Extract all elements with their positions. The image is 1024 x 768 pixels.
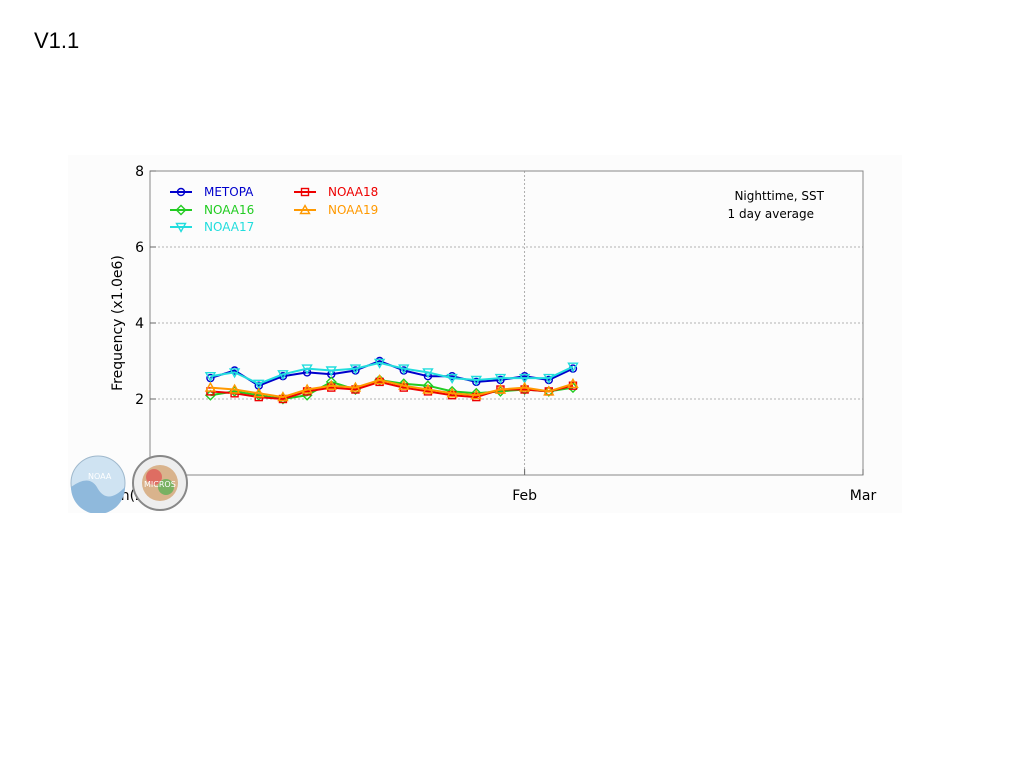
data-point (349, 364, 362, 375)
y-tick-label: 2 (135, 392, 144, 408)
legend-item-noaa17: NOAA17 (170, 220, 254, 234)
data-point (373, 374, 386, 385)
slide-title: V1.1 (34, 28, 80, 53)
data-point (204, 381, 217, 392)
legend-marker (300, 187, 310, 197)
data-point (301, 383, 313, 394)
legend-item-noaa19: NOAA19 (294, 203, 378, 217)
data-point (494, 373, 507, 385)
series-noaa19 (204, 374, 579, 402)
data-point (373, 358, 386, 369)
x-tick-label: Mar (850, 488, 877, 504)
y-axis-label: Frequency (x1.0e6) (110, 255, 126, 391)
data-point (228, 368, 241, 379)
legend-marker (176, 187, 186, 197)
legend-label: NOAA18 (328, 185, 378, 199)
svg-text:NOAA: NOAA (88, 472, 112, 481)
annotation-line-1: Nighttime, SST (734, 189, 824, 203)
series-noaa17 (204, 358, 579, 390)
data-point (228, 383, 241, 394)
data-point (567, 362, 579, 373)
legend-label: NOAA16 (204, 203, 254, 217)
legend-label: NOAA17 (204, 220, 254, 234)
data-point (543, 373, 555, 385)
data-point (518, 381, 531, 392)
y-tick-label: 6 (135, 240, 144, 256)
legend-item-metopa: METOPA (170, 185, 254, 199)
data-point (398, 379, 410, 390)
data-point (398, 364, 410, 375)
data-point (277, 391, 289, 402)
data-point (325, 366, 337, 377)
data-point (470, 389, 482, 400)
legend-marker (175, 222, 187, 233)
microsat-logo: MICROS (132, 455, 188, 511)
legend-marker (299, 204, 311, 215)
grid-lines (150, 171, 863, 475)
data-point (543, 385, 555, 396)
data-point (446, 373, 458, 385)
series-line-noaa17 (210, 361, 574, 385)
data-point (301, 364, 313, 375)
legend-item-noaa18: NOAA18 (294, 185, 378, 199)
data-point (253, 387, 265, 398)
data-point (422, 368, 434, 379)
data-point (518, 373, 531, 385)
data-point (422, 383, 434, 394)
y-tick-label: 8 (135, 164, 144, 180)
data-point (349, 381, 362, 392)
data-point (494, 383, 507, 394)
data-point (567, 377, 579, 389)
legend-marker (175, 204, 187, 216)
data-point (204, 371, 217, 383)
noaa-logo: NOAA (70, 455, 126, 513)
data-point (325, 379, 337, 390)
series-group (204, 356, 579, 405)
annotation-line-2: 1 day average (728, 207, 814, 221)
legend: METOPA NOAA16 NOAA17 NOAA18 NOAA19 (170, 185, 378, 234)
svg-text:MICROS: MICROS (144, 480, 176, 489)
series-line-noaa19 (210, 379, 574, 399)
data-point (470, 375, 482, 386)
data-point (253, 379, 265, 390)
legend-item-noaa16: NOAA16 (170, 203, 254, 217)
x-tick-label: Feb (512, 488, 537, 504)
legend-label: NOAA19 (328, 203, 378, 217)
data-point (277, 370, 289, 381)
legend-label: METOPA (204, 185, 254, 199)
y-axis-ticks: 02468 (135, 164, 156, 484)
data-point (446, 387, 458, 398)
y-tick-label: 4 (135, 316, 144, 332)
